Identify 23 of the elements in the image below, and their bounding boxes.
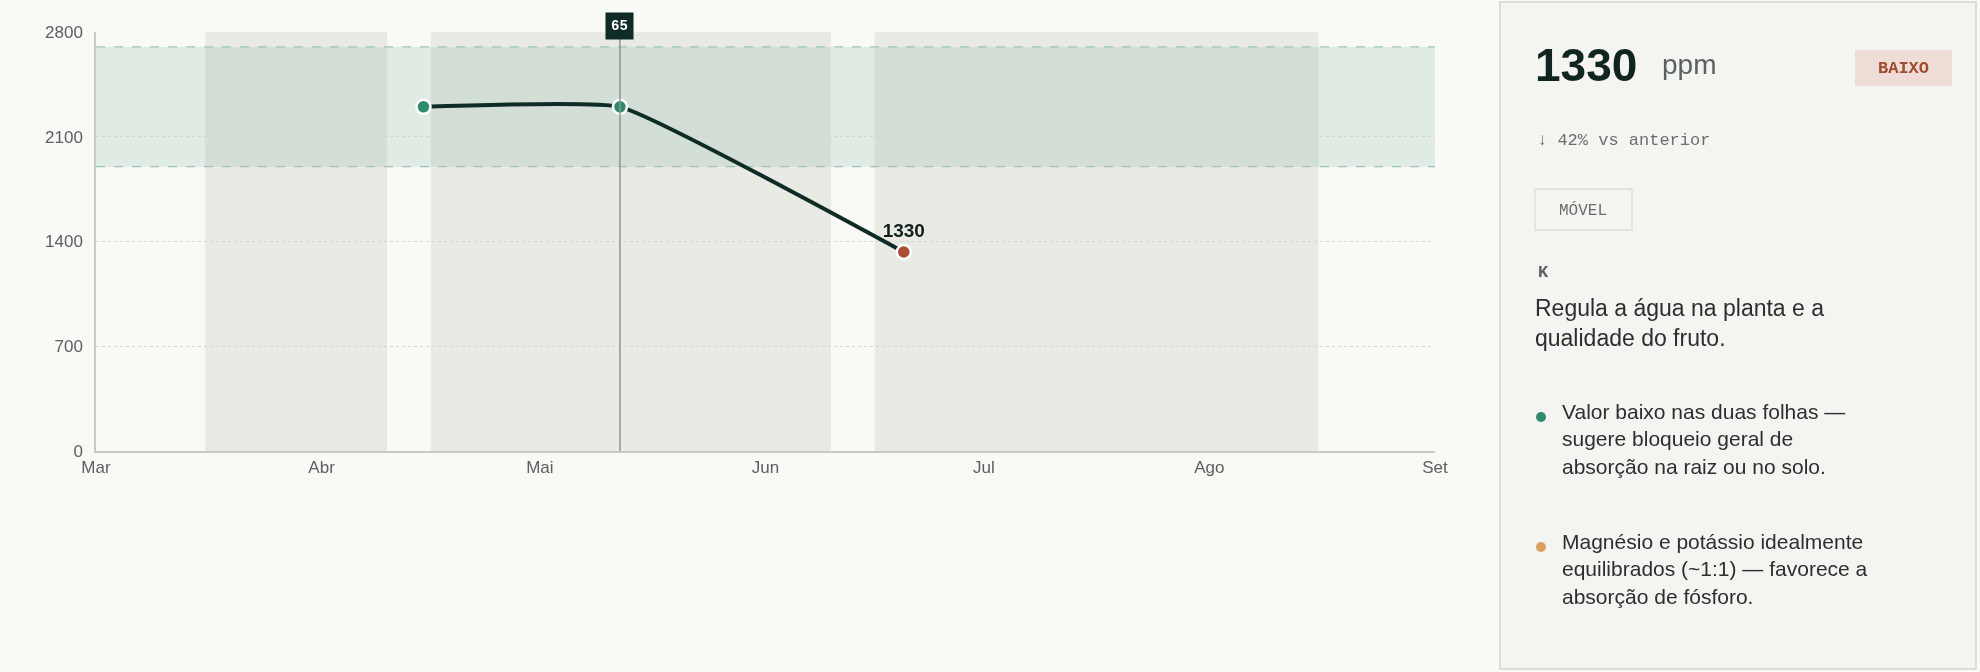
y-tick-label: 2800 xyxy=(45,22,83,42)
text: Valor baixo nas duas folhas — sugere bloqueio geral de absorção na raiz ou no solo. xyxy=(1562,400,1846,478)
x-tick-label: Jun xyxy=(751,458,780,478)
text: MÓVEL xyxy=(1559,201,1608,220)
x-tick-label: Jul xyxy=(972,458,995,478)
text: Magnésio e potássio idealmente equilibrados (~1:1) — favorece a absorção de fósforo. xyxy=(1562,530,1868,608)
text: K xyxy=(1538,263,1549,282)
text: ↓ 42% vs anterior xyxy=(1537,131,1711,150)
text: 1330 xyxy=(1535,39,1638,91)
ref-line-label: 65 xyxy=(611,18,628,34)
x-tick-label: Abr xyxy=(308,458,336,478)
x-tick-label: Mar xyxy=(81,458,111,478)
x-tick-label: Set xyxy=(1422,458,1449,478)
text: Regula a água na planta e a qualidade do fruto. xyxy=(1535,295,1825,351)
y-tick-label: 2100 xyxy=(45,127,83,147)
y-tick-label: 700 xyxy=(54,337,83,357)
x-tick-label: Mai xyxy=(526,458,554,478)
y-tick-label: 1400 xyxy=(45,232,83,252)
data-label: 1330 xyxy=(882,220,925,242)
text: BAIXO xyxy=(1878,59,1930,78)
y-tick-label: 0 xyxy=(73,441,83,461)
text: ppm xyxy=(1662,49,1717,80)
x-tick-label: Ago xyxy=(1194,458,1225,478)
